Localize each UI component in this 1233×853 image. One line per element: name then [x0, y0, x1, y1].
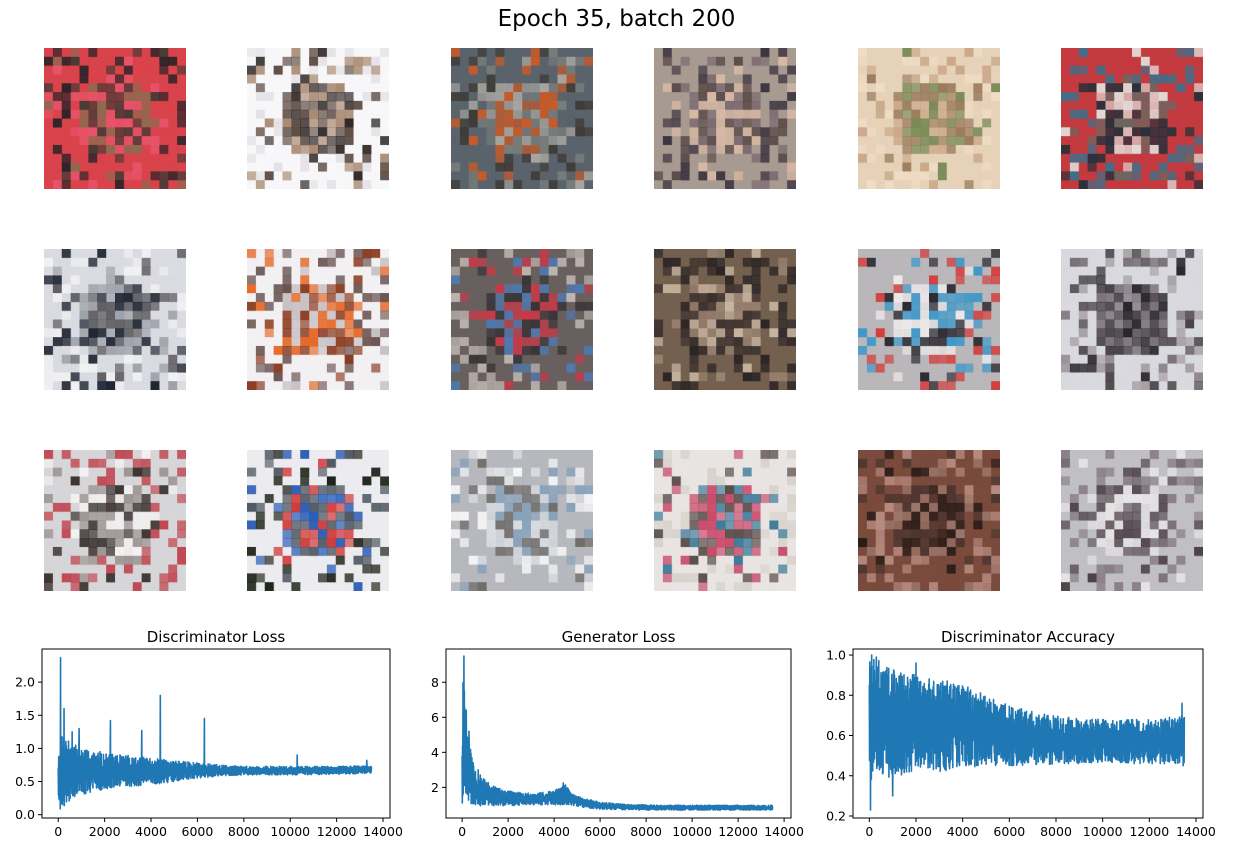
- y-tick-label: 0.5: [15, 774, 35, 789]
- y-tick-label: 0.4: [826, 768, 846, 783]
- y-tick-label: 2: [431, 780, 439, 795]
- x-tick-label: 0: [458, 824, 466, 839]
- generated-sample-image: [858, 450, 1000, 591]
- x-tick-label: 10000: [672, 824, 712, 839]
- x-tick-label: 2000: [89, 824, 121, 839]
- y-tick-label: 1.5: [15, 708, 35, 723]
- generated-sample-image: [451, 450, 593, 591]
- y-tick-label: 8: [431, 675, 439, 690]
- discriminator-accuracy-chart: Discriminator Accuracy 0 2000 4000 6000 8000 1…: [826, 628, 1216, 839]
- generated-sample-image: [1061, 450, 1203, 591]
- generated-sample-image: [247, 450, 389, 591]
- figure-title: Epoch 35, batch 200: [497, 6, 736, 32]
- y-tick-label: 0.6: [826, 728, 846, 743]
- generated-sample-image: [44, 249, 186, 390]
- series-line: [57, 656, 373, 810]
- generated-sample-image: [1061, 48, 1203, 189]
- y-tick-label: 1.0: [15, 741, 35, 756]
- y-tick-label: 0.8: [826, 688, 846, 703]
- x-tick-label: 14000: [764, 824, 804, 839]
- plot-frame: [852, 648, 1204, 819]
- generated-sample-image: [451, 48, 593, 189]
- y-tick-label: 2.0: [15, 675, 35, 690]
- x-tick-label: 10000: [1083, 824, 1123, 839]
- generated-sample-image: [247, 249, 389, 390]
- generated-sample-image: [654, 48, 796, 189]
- series-line: [868, 654, 1186, 811]
- generated-sample-image: [858, 48, 1000, 189]
- x-tick-label: 8000: [1040, 824, 1072, 839]
- x-tick-label: 12000: [317, 824, 357, 839]
- chart-title: Generator Loss: [562, 628, 676, 646]
- discriminator-loss-chart: Discriminator Loss 0 2000 4000 6000 8000 10000…: [15, 628, 403, 839]
- x-tick-label: 2000: [900, 824, 932, 839]
- generated-sample-image: [451, 249, 593, 390]
- x-tick-label: 6000: [584, 824, 616, 839]
- y-tick-label: 4: [431, 745, 439, 760]
- chart-title: Discriminator Loss: [147, 628, 286, 646]
- x-tick-label: 12000: [718, 824, 758, 839]
- generated-sample-image: [44, 450, 186, 591]
- x-tick-label: 12000: [1129, 824, 1169, 839]
- generated-sample-image: [247, 48, 389, 189]
- x-tick-label: 4000: [538, 824, 570, 839]
- generated-sample-image: [1061, 249, 1203, 390]
- plot-frame: [41, 648, 391, 819]
- x-tick-label: 10000: [270, 824, 310, 839]
- generator-loss-chart: Generator Loss 0 2000 4000 6000 8000 10000 1200…: [431, 628, 804, 839]
- y-tick-label: 1.0: [826, 648, 846, 663]
- y-tick-label: 6: [431, 710, 439, 725]
- x-tick-label: 14000: [1176, 824, 1216, 839]
- x-tick-label: 8000: [228, 824, 260, 839]
- x-tick-label: 6000: [993, 824, 1025, 839]
- series-line: [461, 655, 774, 811]
- x-tick-label: 0: [865, 824, 873, 839]
- x-tick-label: 4000: [947, 824, 979, 839]
- generated-sample-image: [654, 450, 796, 591]
- y-tick-label: 0.2: [826, 808, 846, 823]
- x-tick-label: 0: [54, 824, 62, 839]
- y-tick-label: 0.0: [15, 807, 35, 822]
- x-tick-label: 8000: [630, 824, 662, 839]
- x-tick-label: 4000: [135, 824, 167, 839]
- chart-title: Discriminator Accuracy: [941, 628, 1115, 646]
- plot-frame: [445, 648, 792, 819]
- generated-sample-image: [44, 48, 186, 189]
- generated-sample-image: [858, 249, 1000, 390]
- x-tick-label: 2000: [492, 824, 524, 839]
- x-tick-label: 6000: [182, 824, 214, 839]
- x-tick-label: 14000: [363, 824, 403, 839]
- generated-sample-image: [654, 249, 796, 390]
